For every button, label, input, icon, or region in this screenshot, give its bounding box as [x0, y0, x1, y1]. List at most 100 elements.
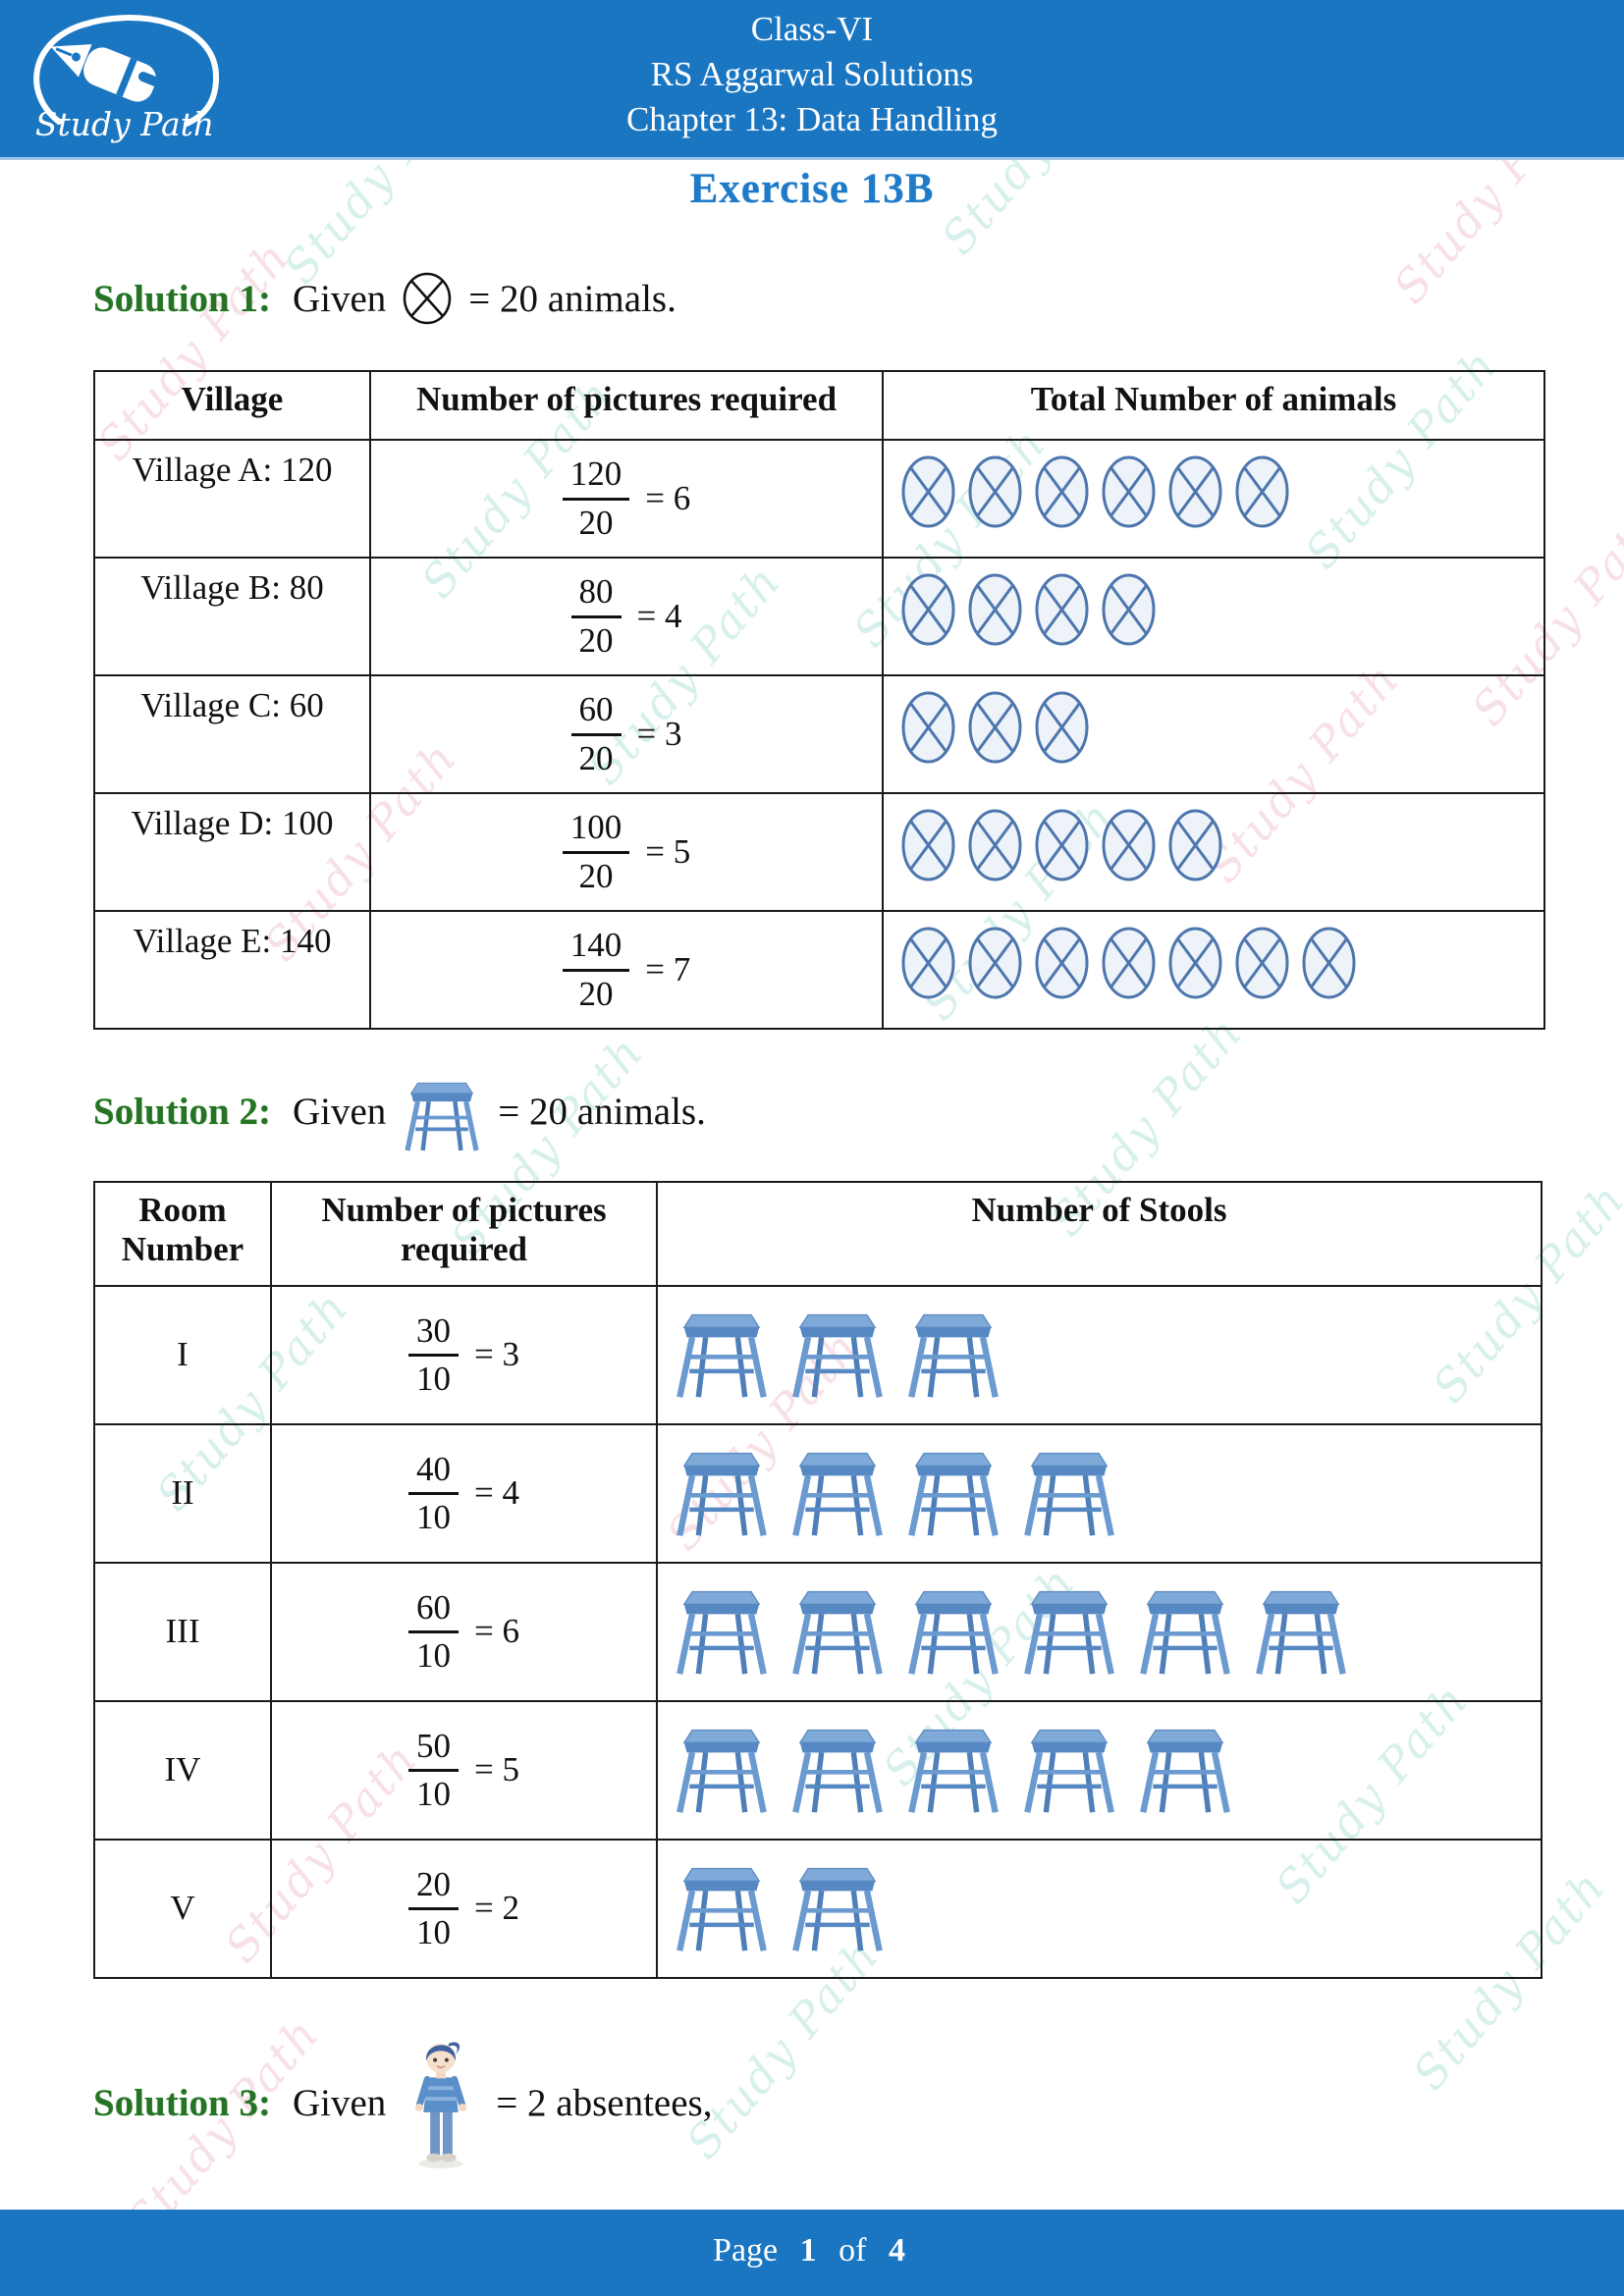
crossed-circle-icon [404, 272, 452, 325]
animal-icon-row [885, 795, 1543, 883]
stool-icon [1024, 1452, 1114, 1536]
stools-pictograph-cell [656, 1839, 1543, 1979]
solution-1-line: Solution 1: Given = 20 animals. [93, 263, 684, 334]
table2-row: V 20 10 = 2 [93, 1839, 1543, 1979]
fraction: 20 10 = 2 [408, 1865, 519, 1953]
animal-crossed-circle-icon [901, 691, 955, 764]
fraction-stack: 30 10 [408, 1311, 459, 1400]
solution-2-line: Solution 2: Given = 20 animals. [93, 1062, 714, 1160]
table1-row: Village A: 120 120 20 = 6 [93, 439, 1545, 559]
stool-icon [1140, 1729, 1230, 1813]
stool-icon-row [659, 1585, 1540, 1679]
fraction-stack: 60 10 [408, 1588, 459, 1677]
study-path-logo: Study Path [22, 6, 223, 156]
stool-icon-row [659, 1447, 1540, 1540]
table1-row: Village E: 140 140 20 = 7 [93, 910, 1545, 1030]
fraction-result: = 5 [645, 831, 691, 871]
fraction-stack: 100 20 [562, 808, 630, 896]
room-number-cell: I [93, 1285, 272, 1425]
pictures-required-cell: 30 10 = 3 [270, 1285, 658, 1425]
footer-bar: Page 1 of 4 [0, 2210, 1624, 2296]
pictures-required-cell: 140 20 = 7 [369, 910, 884, 1030]
table2-header-number-of-stools: Number of Stools [656, 1181, 1543, 1287]
fraction-denominator: 10 [408, 1492, 459, 1537]
table1-villages-pictograph: Village Number of pictures required Tota… [93, 370, 1545, 1030]
animal-crossed-circle-icon [968, 691, 1022, 764]
table1-header-row: Village Number of pictures required Tota… [93, 370, 1545, 441]
animal-crossed-circle-icon [1168, 455, 1222, 528]
fraction-denominator: 10 [408, 1769, 459, 1814]
stool-icon-row [659, 1724, 1540, 1817]
animals-pictograph-cell [882, 792, 1545, 912]
solution-2-given: Given [292, 1090, 387, 1133]
animal-icon-row [885, 560, 1543, 648]
stool-icon [908, 1452, 999, 1536]
fraction: 100 20 = 5 [562, 808, 691, 896]
header-banner: Class-VI RS Aggarwal Solutions Chapter 1… [0, 0, 1624, 160]
footer-page-word: Page [713, 2232, 779, 2269]
animal-icon-row [885, 442, 1543, 530]
animal-crossed-circle-icon [1168, 927, 1222, 999]
fraction-numerator: 50 [416, 1726, 451, 1765]
animal-crossed-circle-icon [1235, 455, 1289, 528]
fraction-result: = 3 [474, 1335, 519, 1374]
animal-crossed-circle-icon [901, 573, 955, 646]
pictures-required-cell: 50 10 = 5 [270, 1700, 658, 1841]
fraction-stack: 40 10 [408, 1450, 459, 1538]
animal-crossed-circle-icon [1035, 455, 1089, 528]
fraction-stack: 60 20 [570, 690, 622, 778]
table2-row: III 60 10 = 6 [93, 1562, 1543, 1702]
stool-icon [677, 1867, 767, 1951]
stool-icon [1024, 1729, 1114, 1813]
animal-crossed-circle-icon [1102, 927, 1156, 999]
fraction-numerator: 60 [578, 690, 614, 729]
stool-icon [792, 1452, 883, 1536]
solution-1-label: Solution 1: [93, 277, 271, 320]
fraction: 40 10 = 4 [408, 1450, 519, 1538]
pictures-required-cell: 100 20 = 5 [369, 792, 884, 912]
animal-crossed-circle-icon [1102, 809, 1156, 881]
fraction: 30 10 = 3 [408, 1311, 519, 1400]
fraction: 120 20 = 6 [562, 454, 691, 543]
animal-crossed-circle-icon [1035, 573, 1089, 646]
stool-icon [405, 1082, 479, 1151]
stool-icon [677, 1729, 767, 1813]
fraction-stack: 20 10 [408, 1865, 459, 1953]
animal-icon-row [885, 913, 1543, 1001]
stool-icon [792, 1867, 883, 1951]
fraction-stack: 140 20 [562, 926, 630, 1014]
room-number-cell: II [93, 1423, 272, 1564]
fraction-result: = 6 [645, 478, 691, 517]
animal-crossed-circle-icon [901, 455, 955, 528]
stool-icon-row [659, 1862, 1540, 1955]
solution-3-given: Given [292, 2081, 387, 2124]
animal-crossed-circle-icon [901, 927, 955, 999]
table2-row: IV 50 10 = 5 [93, 1700, 1543, 1841]
room-number-cell: III [93, 1562, 272, 1702]
chapter-title: Chapter 13: Data Handling [625, 100, 999, 138]
pictures-required-cell: 120 20 = 6 [369, 439, 884, 559]
fraction-numerator: 80 [578, 572, 614, 612]
animals-pictograph-cell [882, 557, 1545, 676]
fraction: 60 10 = 6 [408, 1588, 519, 1677]
fraction-numerator: 60 [416, 1587, 451, 1627]
animal-crossed-circle-icon [1035, 809, 1089, 881]
solution-2-label: Solution 2: [93, 1090, 271, 1133]
fraction-result: = 2 [474, 1889, 519, 1928]
fraction-result: = 5 [474, 1750, 519, 1789]
fraction-numerator: 140 [569, 926, 623, 965]
fraction-denominator: 20 [562, 850, 630, 896]
footer-total-pages: 4 [888, 2232, 905, 2269]
fraction-denominator: 20 [562, 968, 630, 1014]
fraction-numerator: 100 [569, 808, 623, 847]
table1-header-village: Village [93, 370, 371, 441]
stool-icon [677, 1313, 767, 1398]
animals-pictograph-cell [882, 910, 1545, 1030]
animal-crossed-circle-icon [1235, 927, 1289, 999]
class-title: Class-VI [750, 10, 874, 48]
exercise-title: Exercise 13B [689, 166, 935, 212]
table1-header-pictures-required: Number of pictures required [369, 370, 884, 441]
village-cell: Village A: 120 [93, 439, 371, 559]
village-cell: Village C: 60 [93, 674, 371, 794]
